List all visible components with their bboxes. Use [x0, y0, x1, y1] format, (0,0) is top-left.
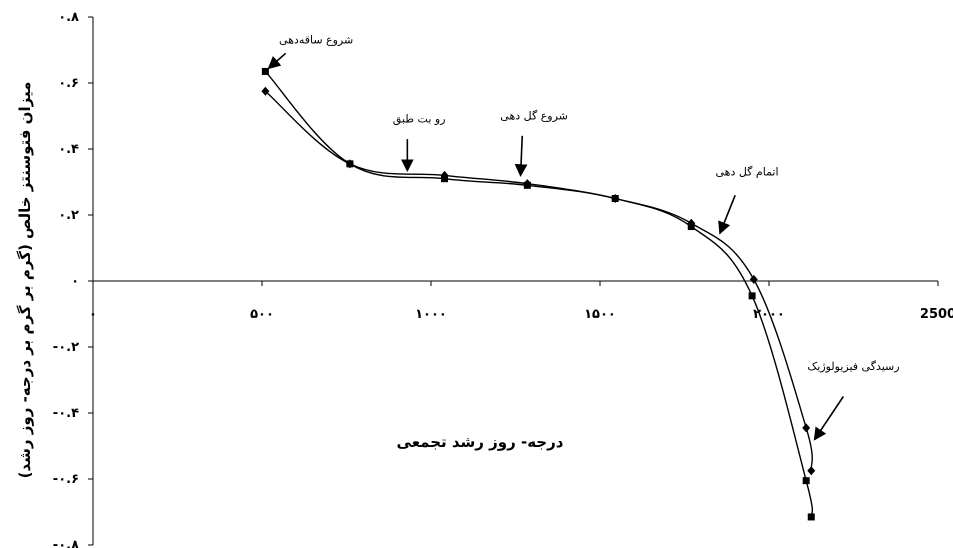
x-axis-title: درجه- روز رشد تجمعی: [397, 433, 564, 451]
x-tick-label: 2500: [920, 307, 953, 322]
x-tick-label: ۰: [89, 307, 97, 322]
series-1-point-square: [807, 513, 815, 521]
y-tick-label: ۰: [71, 274, 79, 289]
y-axis-title: میزان فتوسنتز خالص (گرم بر گرم بر درجه- …: [16, 82, 34, 479]
x-tick-label: ۵۰۰: [250, 307, 274, 322]
series-1-point-square: [802, 477, 810, 485]
series-2-point-diamond: [345, 159, 354, 169]
y-tick-label: -۰.۲: [53, 340, 79, 355]
y-tick-label: -۰.۸: [53, 538, 79, 548]
series-layer: [261, 67, 816, 521]
annotation-label: شروع ساقه‌دهی: [279, 33, 353, 46]
series-2-point-diamond: [611, 194, 620, 203]
annotation-arrow: [267, 52, 287, 70]
annotation-arrow: [514, 135, 528, 177]
y-tick-label: -۰.۶: [53, 472, 79, 487]
y-tick-label: ۰.۶: [58, 76, 79, 91]
annotation-arrow: [813, 396, 845, 441]
series-2-point-diamond: [807, 466, 816, 476]
x-tick-label: ۱۵۰۰: [584, 307, 616, 322]
y-tick-label: ۰.۴: [58, 142, 79, 157]
annotations: شروع ساقه‌دهی رو بت طبق شروع گل دهی اتمام گ…: [267, 33, 900, 441]
series-1-point-square: [748, 292, 756, 300]
annotation-arrow: [718, 194, 736, 235]
series-2-point-diamond: [440, 170, 449, 180]
y-tick-label: ۰.۸: [58, 10, 79, 25]
annotation-label: رو بت طبق: [393, 113, 446, 127]
x-tick-label: ۱۰۰۰: [415, 307, 447, 322]
axes: ۰.۸ ۰.۶ ۰.۴ ۰.۲ ۰ -۰.۲ -۰.۴ -۰.۶ -۰.۸ ۰ ۵۰۰ ۱۰۰۰ ۱۵۰…: [53, 10, 953, 548]
series-2-point-diamond: [261, 86, 270, 96]
annotation-label: شروع گل دهی: [500, 109, 568, 122]
series-2-point-diamond: [802, 423, 811, 433]
series-2-point-diamond: [687, 218, 696, 228]
series-1-point-square: [261, 67, 269, 75]
y-tick-label: -۰.۴: [53, 406, 79, 421]
annotation-label: اتمام گل دهی: [715, 165, 778, 178]
y-tick-label: ۰.۲: [58, 208, 79, 223]
series-2-point-diamond: [749, 274, 758, 284]
annotation-label: رسیدگی فیزیولوژیک: [807, 360, 899, 373]
series-2-point-diamond: [523, 179, 532, 189]
